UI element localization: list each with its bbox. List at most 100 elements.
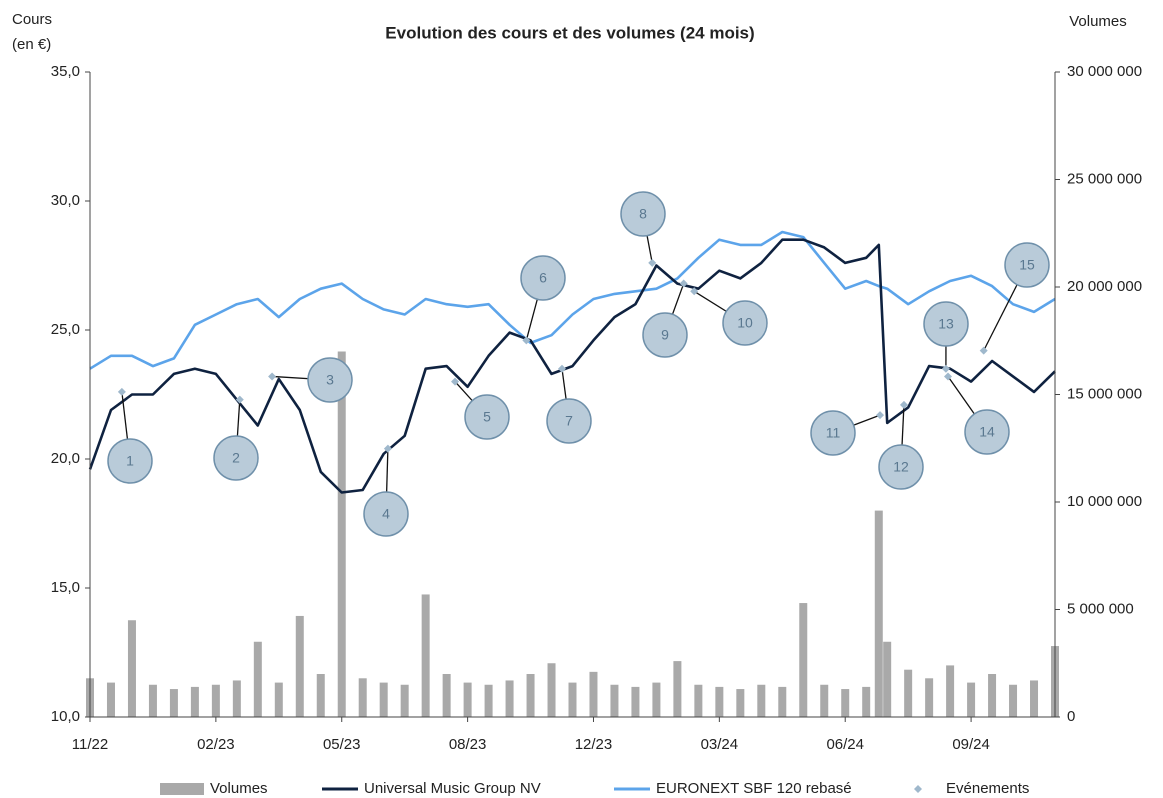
- volume-bar: [631, 686, 640, 717]
- volume-bar: [757, 684, 766, 717]
- volume-bar: [505, 680, 514, 717]
- event-marker: [451, 377, 460, 386]
- event-label: 14: [979, 424, 995, 440]
- volume-bar: [904, 669, 913, 717]
- volume-bar: [841, 689, 850, 717]
- volume-bar: [925, 678, 934, 717]
- event-label: 3: [326, 372, 334, 388]
- x-tick-label: 08/23: [449, 736, 487, 753]
- volume-bar: [799, 603, 808, 717]
- x-tick-label: 12/23: [575, 736, 613, 753]
- event-bubble: [810, 410, 856, 456]
- x-tick-label: 11/22: [72, 736, 108, 753]
- volume-bar: [421, 594, 430, 717]
- volume-bar: [316, 674, 325, 717]
- price-line: [88, 238, 1056, 494]
- event-marker: [899, 400, 908, 409]
- event-bubble: [307, 357, 353, 403]
- y2-tick-label: 0: [1067, 708, 1075, 725]
- volume-bar: [778, 686, 787, 717]
- volume-bar: [295, 615, 304, 717]
- volume-bar: [967, 682, 976, 717]
- x-tick-label: 09/24: [952, 736, 990, 753]
- event-label: 8: [639, 206, 647, 222]
- event-label: 11: [826, 425, 841, 441]
- volume-bar: [358, 678, 367, 717]
- volume-bar: [253, 641, 262, 717]
- volume-bar: [442, 674, 451, 717]
- x-tick-label: 03/24: [701, 736, 739, 753]
- event-marker: [876, 411, 885, 420]
- x-tick-label: 06/24: [826, 736, 864, 753]
- x-tick-label: 05/23: [323, 736, 361, 753]
- event-marker: [679, 279, 688, 288]
- volume-bar: [379, 682, 388, 717]
- event-marker: [383, 444, 392, 453]
- volume-bar: [652, 682, 661, 717]
- legend-swatch: [160, 783, 204, 795]
- y2-axis-label: Volumes: [1069, 13, 1127, 30]
- event-marker: [268, 372, 277, 381]
- volume-bar: [190, 686, 199, 717]
- event-bubble: [642, 312, 688, 358]
- event-marker: [648, 258, 657, 267]
- volume-bar: [232, 680, 241, 717]
- volume-bar: [874, 510, 883, 717]
- y2-tick-label: 30 000 000: [1067, 63, 1142, 80]
- volume-bar: [694, 684, 703, 717]
- y2-tick-label: 20 000 000: [1067, 278, 1142, 295]
- legend-label: Volumes: [210, 780, 268, 797]
- legend-label: Evénements: [946, 780, 1029, 797]
- event-marker: [944, 372, 953, 381]
- volume-bar: [169, 689, 178, 717]
- event-marker: [941, 364, 950, 373]
- y2-tick-label: 5 000 000: [1067, 600, 1134, 617]
- volume-bar: [400, 684, 409, 717]
- event-marker: [117, 387, 126, 396]
- volume-bar: [337, 351, 346, 717]
- volume-bar: [463, 682, 472, 717]
- event-label: 15: [1019, 257, 1035, 273]
- legend-label: EURONEXT SBF 120 rebasé: [656, 780, 852, 797]
- event-label: 4: [382, 506, 390, 522]
- event-bubble: [964, 409, 1010, 455]
- volume-bar: [568, 682, 577, 717]
- volume-bar: [148, 684, 157, 717]
- volume-bar: [883, 641, 892, 717]
- event-marker: [979, 346, 988, 355]
- volume-bar: [988, 674, 997, 717]
- volume-bar: [673, 661, 682, 717]
- volume-bar: [946, 665, 955, 717]
- event-bubble: [213, 435, 259, 481]
- event-label: 12: [893, 459, 909, 475]
- y-axis-label: Cours: [12, 11, 52, 28]
- event-bubble: [520, 255, 566, 301]
- y-axis-label: (en €): [12, 36, 51, 53]
- y2-tick-label: 10 000 000: [1067, 493, 1142, 510]
- volume-bar: [736, 689, 745, 717]
- event-bubble: [620, 191, 666, 237]
- event-marker: [558, 364, 567, 373]
- event-bubble: [1004, 242, 1050, 288]
- volume-bar: [1030, 680, 1039, 717]
- volume-bar: [610, 684, 619, 717]
- event-bubble: [722, 300, 768, 346]
- legend-label: Universal Music Group NV: [364, 780, 541, 797]
- event-label: 9: [661, 327, 669, 343]
- event-bubble: [464, 394, 510, 440]
- volume-bar: [106, 682, 115, 717]
- y2-tick-label: 15 000 000: [1067, 385, 1142, 402]
- legend-swatch: [914, 785, 922, 793]
- event-label: 2: [232, 450, 240, 466]
- y-tick-label: 10,0: [51, 708, 80, 725]
- volume-bar: [820, 684, 829, 717]
- y2-tick-label: 25 000 000: [1067, 170, 1142, 187]
- event-bubble: [363, 491, 409, 537]
- volume-bar: [274, 682, 283, 717]
- y-tick-label: 35,0: [51, 63, 80, 80]
- event-bubble: [107, 438, 153, 484]
- x-tick-label: 02/23: [197, 736, 235, 753]
- event-bubble: [878, 444, 924, 490]
- volume-bar: [862, 686, 871, 717]
